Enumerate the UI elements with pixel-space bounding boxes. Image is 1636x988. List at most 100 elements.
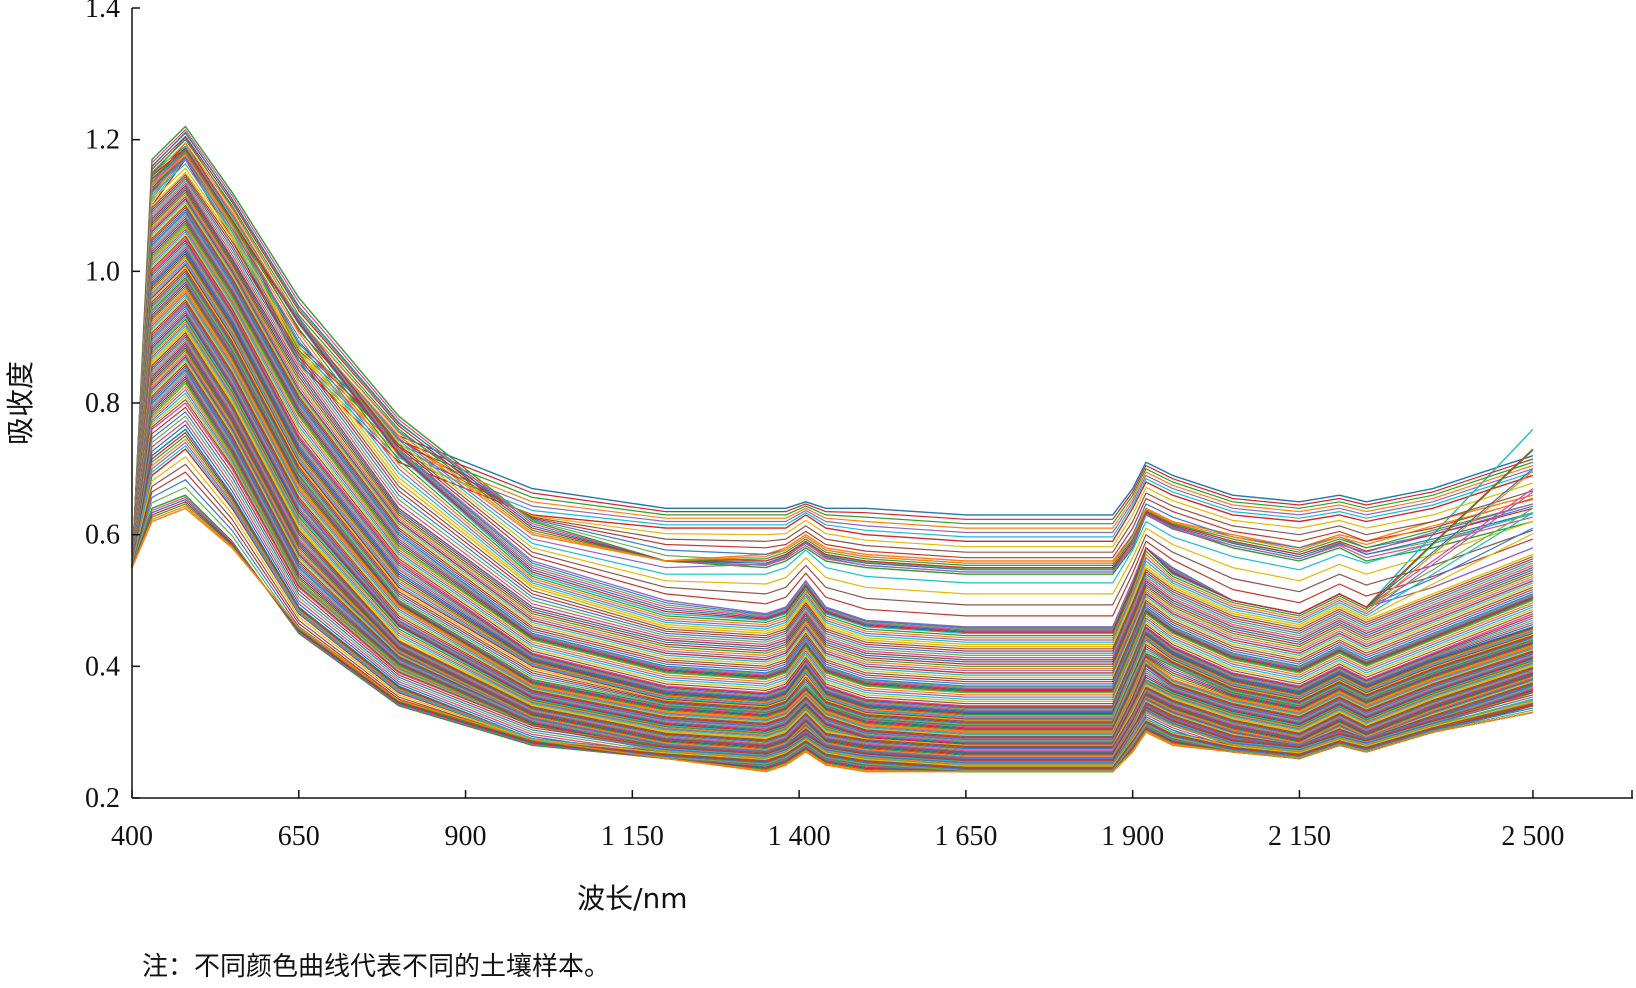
spectrum-line — [131, 200, 1534, 676]
spectrum-line — [131, 187, 1534, 663]
spectrum-line — [131, 301, 1534, 739]
spectrum-line — [131, 220, 1534, 692]
spectrum-line — [131, 479, 1534, 771]
x-tick-label: 1 400 — [768, 821, 831, 852]
x-tick-label: 2 500 — [1501, 821, 1564, 852]
spectrum-line — [131, 288, 1534, 732]
spectrum-line — [131, 327, 1534, 746]
spectrum-line — [131, 279, 1534, 728]
spectrum-line — [131, 281, 1534, 729]
spectrum-line — [131, 246, 1534, 711]
spectrum-line — [131, 209, 1534, 685]
spectrum-line — [131, 233, 1534, 702]
spectrum-line — [131, 229, 1534, 698]
spectrum-line — [131, 185, 1534, 661]
spectrum-line — [131, 248, 1534, 712]
spectrum-line — [131, 411, 1534, 764]
y-tick-label: 0.4 — [85, 651, 120, 682]
spectrum-line — [131, 399, 1534, 761]
spectrum-line — [131, 292, 1534, 734]
spectrum-line — [131, 142, 1534, 568]
spectrum-line — [131, 367, 1534, 760]
spectrum-line — [131, 178, 1534, 654]
spectrum-line — [131, 244, 1534, 710]
spectrum-line — [131, 294, 1534, 735]
spectrum-line — [131, 242, 1534, 709]
spectrum-line — [131, 283, 1534, 730]
spectrum-line — [131, 211, 1534, 687]
spectrum-line — [131, 224, 1534, 694]
spectral-curves — [131, 125, 1534, 773]
spectrum-line — [131, 312, 1534, 744]
spectrum-line — [131, 303, 1534, 740]
spectrum-line — [131, 198, 1534, 674]
y-tick-label: 0.2 — [85, 783, 120, 814]
spectrum-line — [131, 202, 1534, 678]
spectrum-line — [131, 338, 1534, 751]
spectrum-line — [131, 150, 1534, 568]
spectrum-line — [131, 154, 1534, 639]
spectrum-line — [131, 351, 1534, 757]
spectrum-line — [131, 180, 1534, 656]
spectrum-line — [131, 158, 1534, 641]
spectrum-line — [131, 277, 1534, 727]
y-axis-title: 吸收度 — [4, 361, 37, 445]
spectrum-line — [131, 147, 1534, 633]
x-tick-label: 1 650 — [934, 821, 997, 852]
x-tick-label: 1 900 — [1101, 821, 1164, 852]
spectrum-line — [131, 272, 1534, 724]
x-tick-label: 400 — [111, 821, 153, 852]
spectrum-line — [131, 505, 1534, 773]
spectrum-line — [131, 275, 1534, 726]
figure-note: 注：不同颜色曲线代表不同的土壤样本。 — [142, 952, 611, 982]
x-tick-label: 1 150 — [601, 821, 664, 852]
spectrum-line — [131, 196, 1534, 672]
spectrum-line — [131, 264, 1534, 720]
y-tick-label: 0.6 — [85, 520, 120, 551]
spectrum-line — [131, 147, 1534, 568]
spectrum-line — [131, 345, 1534, 754]
spectrum-line — [131, 189, 1534, 665]
spectrum-line — [131, 290, 1534, 733]
y-tick-label: 1.4 — [85, 0, 120, 24]
spectrum-line — [131, 153, 1534, 568]
spectrum-line — [131, 266, 1534, 721]
spectrum-line — [131, 310, 1534, 743]
spectrum-line — [131, 259, 1534, 718]
x-axis-title: 波长/nm — [577, 882, 687, 915]
spectrum-line — [131, 213, 1534, 688]
spectrum-line — [131, 183, 1534, 659]
spectrum-line — [131, 385, 1534, 765]
spectrum-line — [131, 147, 1534, 568]
spectrum-line — [131, 255, 1534, 716]
spectrum-line — [131, 132, 1534, 571]
spectrum-line — [131, 314, 1534, 745]
spectrum-line — [131, 163, 1534, 643]
spectrum-line — [131, 334, 1534, 749]
spectrum-line — [131, 257, 1534, 717]
spectrum-line — [131, 150, 1534, 637]
spectrum-line — [131, 463, 1534, 768]
spectrum-line — [131, 250, 1534, 714]
x-tick-label: 650 — [278, 821, 320, 852]
spectrum-line — [131, 349, 1534, 756]
y-tick-label: 0.8 — [85, 388, 120, 419]
spectrum-line — [131, 392, 1534, 763]
spectrum-line — [131, 231, 1534, 700]
spectrum-line — [131, 171, 1534, 648]
spectrum-line — [131, 341, 1534, 752]
spectrum-line — [131, 176, 1534, 652]
spectrum-line — [131, 167, 1534, 645]
spectrum-line — [131, 253, 1534, 715]
spectrum-line — [131, 193, 1534, 670]
spectrum-line — [131, 308, 1534, 742]
y-tick-label: 1.2 — [85, 125, 120, 156]
spectrum-line — [131, 406, 1534, 762]
spectra-chart: 0.2 0.4 0.6 0.8 1.0 1.2 1.4 400 650 900 1 150 1 40… — [4, 0, 1633, 915]
spectrum-line — [131, 270, 1534, 723]
x-axis-ticks: 400 650 900 1 150 1 400 1 650 1 900 2 150 2 500 — [111, 790, 1633, 852]
y-tick-label: 1.0 — [85, 256, 120, 287]
spectrum-line — [131, 336, 1534, 750]
spectrum-line — [131, 226, 1534, 696]
spectrum-line — [131, 125, 1534, 575]
